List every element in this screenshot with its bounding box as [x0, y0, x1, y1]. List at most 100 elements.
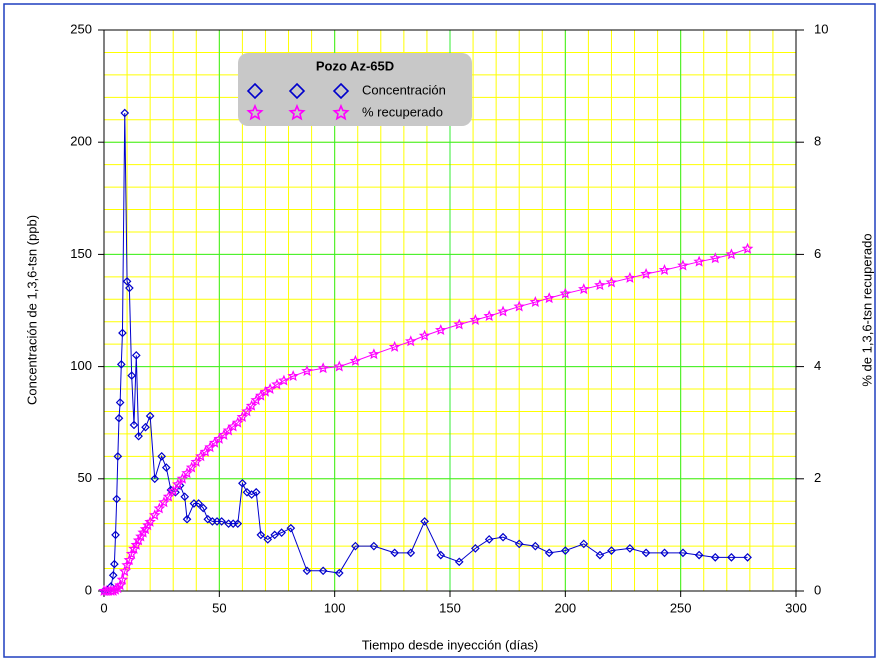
diamond-marker	[579, 539, 589, 549]
y-tick-label: 200	[70, 134, 92, 149]
legend-symbol	[288, 103, 306, 121]
plot-border	[103, 29, 797, 592]
star-marker	[121, 559, 133, 571]
diamond-marker	[560, 546, 570, 555]
star-marker	[153, 502, 166, 514]
legend-label: Concentración	[362, 82, 446, 97]
diamond-marker	[180, 492, 190, 502]
star-marker	[453, 318, 466, 330]
diamond-marker	[129, 420, 139, 430]
diamond-marker	[351, 541, 360, 551]
diamond-marker	[277, 528, 286, 538]
star-marker	[709, 252, 722, 264]
diamond-marker	[150, 474, 160, 484]
star-marker	[543, 292, 555, 304]
diamond-marker	[406, 548, 416, 558]
star-marker	[236, 411, 249, 422]
legend-symbol	[332, 82, 350, 100]
diamond-marker	[530, 541, 540, 551]
diamond-marker	[108, 570, 118, 580]
diamond-marker	[112, 494, 122, 504]
star-marker	[123, 554, 136, 566]
diamond-marker	[161, 463, 171, 472]
star-marker	[167, 485, 179, 497]
star-marker	[594, 279, 606, 291]
y-tick-label: 100	[70, 358, 92, 373]
star-marker	[245, 399, 258, 411]
diamond-marker	[263, 535, 273, 544]
y2-tick-label: 0	[814, 582, 821, 597]
star-marker	[317, 362, 329, 374]
star-marker	[559, 287, 572, 299]
marks	[98, 108, 754, 596]
star-marker	[434, 324, 447, 336]
legend-symbol	[288, 82, 306, 100]
diamond-marker	[727, 552, 736, 562]
diamond-marker	[710, 552, 720, 562]
x-tick-label: 0	[100, 600, 107, 615]
diamond-marker	[110, 559, 119, 569]
diamond-marker	[286, 523, 296, 533]
x-tick-label: 50	[212, 600, 226, 615]
star-marker	[259, 385, 272, 397]
y2-tick-label: 10	[814, 21, 828, 36]
star-marker	[418, 329, 431, 341]
diamond-marker	[182, 514, 192, 524]
star-marker	[725, 248, 738, 260]
star-marker	[158, 496, 170, 508]
diamond-marker	[436, 550, 446, 560]
legend-label: % recuperado	[362, 104, 443, 119]
diamond-marker	[454, 557, 464, 567]
diamond-marker	[484, 535, 494, 544]
diamond-marker	[120, 108, 130, 118]
diamond-marker	[113, 452, 123, 461]
star-marker	[513, 300, 525, 312]
y-tick-label: 50	[78, 470, 92, 485]
star-marker	[148, 509, 161, 521]
star-marker	[264, 382, 276, 394]
star-marker	[483, 310, 495, 322]
star-marker	[640, 267, 652, 279]
diamond-marker	[125, 283, 134, 293]
diamond-marker	[660, 548, 669, 558]
diamond-marker	[157, 452, 167, 461]
y-tick-label: 0	[85, 582, 92, 597]
star-marker	[368, 348, 380, 360]
legend: Pozo Az-65D Concentración % recuperado	[238, 53, 472, 126]
diamond-marker	[420, 517, 429, 526]
diamond-marker	[115, 398, 125, 407]
star-marker	[190, 455, 203, 467]
star-marker	[271, 378, 283, 390]
y2-axis-label: % de 1,3,6-tsn recuperado	[859, 233, 874, 386]
star-marker	[693, 255, 705, 267]
star-marker	[181, 467, 193, 479]
star-marker	[118, 565, 131, 577]
star-marker	[605, 276, 618, 288]
diamond-marker	[141, 422, 150, 432]
star-marker	[278, 374, 290, 386]
diamond-marker	[217, 517, 226, 526]
diamond-marker	[134, 431, 143, 441]
star-marker	[469, 313, 482, 325]
star-marker	[162, 490, 175, 502]
star-marker	[349, 354, 362, 366]
y-tick-label: 250	[70, 21, 92, 36]
star-marker	[578, 283, 590, 295]
x-tick-label: 100	[324, 600, 346, 615]
diamond-marker	[114, 413, 124, 423]
y2-tick-label: 8	[814, 134, 821, 149]
diamond-marker	[318, 566, 328, 576]
diamond-marker	[471, 544, 480, 553]
star-marker	[114, 579, 126, 591]
diamond-marker	[198, 503, 208, 513]
star-marker	[741, 242, 754, 254]
diamond-marker	[238, 478, 247, 488]
star-marker	[116, 573, 129, 585]
diamond-marker	[256, 530, 266, 540]
diamond-marker	[369, 541, 379, 551]
star-marker	[241, 405, 253, 417]
diamond-marker	[743, 552, 752, 562]
series-line	[104, 113, 748, 592]
star-marker	[185, 461, 198, 473]
